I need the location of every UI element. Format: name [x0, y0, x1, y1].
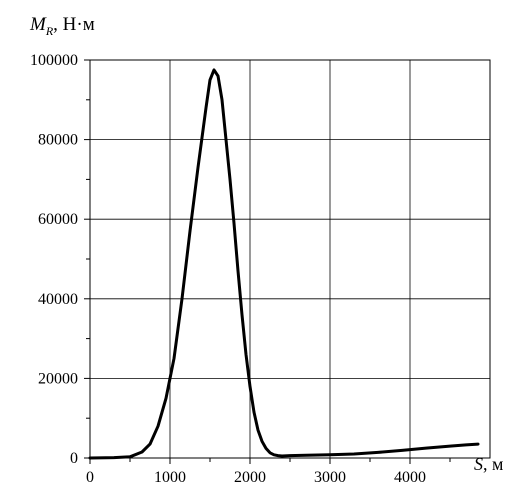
y-tick-labels: 0 20000 40000 60000 80000 100000 [30, 52, 78, 467]
x-axis-unit: , м [483, 454, 503, 474]
x-tick-label: 3000 [314, 469, 346, 486]
y-tick-label: 80000 [38, 132, 78, 149]
x-tick-labels: 0 1000 2000 3000 4000 [86, 469, 426, 486]
x-axis-symbol: S [474, 454, 483, 474]
grid [90, 60, 490, 458]
y-tick-label: 60000 [38, 211, 78, 228]
x-tick-label: 4000 [394, 469, 426, 486]
y-tick-label: 40000 [38, 291, 78, 308]
x-axis-title: S, м [474, 454, 503, 474]
x-tick-label: 0 [86, 469, 94, 486]
minor-ticks [84, 59, 451, 464]
plot-area [89, 59, 491, 459]
x-tick-label: 1000 [154, 469, 186, 486]
y-axis-unit: , Н·м [53, 14, 95, 35]
x-tick-label: 2000 [234, 469, 266, 486]
y-axis-subscript: R [45, 24, 54, 38]
y-tick-label: 100000 [30, 52, 78, 69]
series-line [88, 68, 480, 460]
y-axis-title: MR, Н·м [29, 14, 95, 38]
y-axis-symbol: M [29, 14, 47, 35]
y-tick-label: 0 [70, 450, 78, 467]
y-tick-label: 20000 [38, 370, 78, 387]
